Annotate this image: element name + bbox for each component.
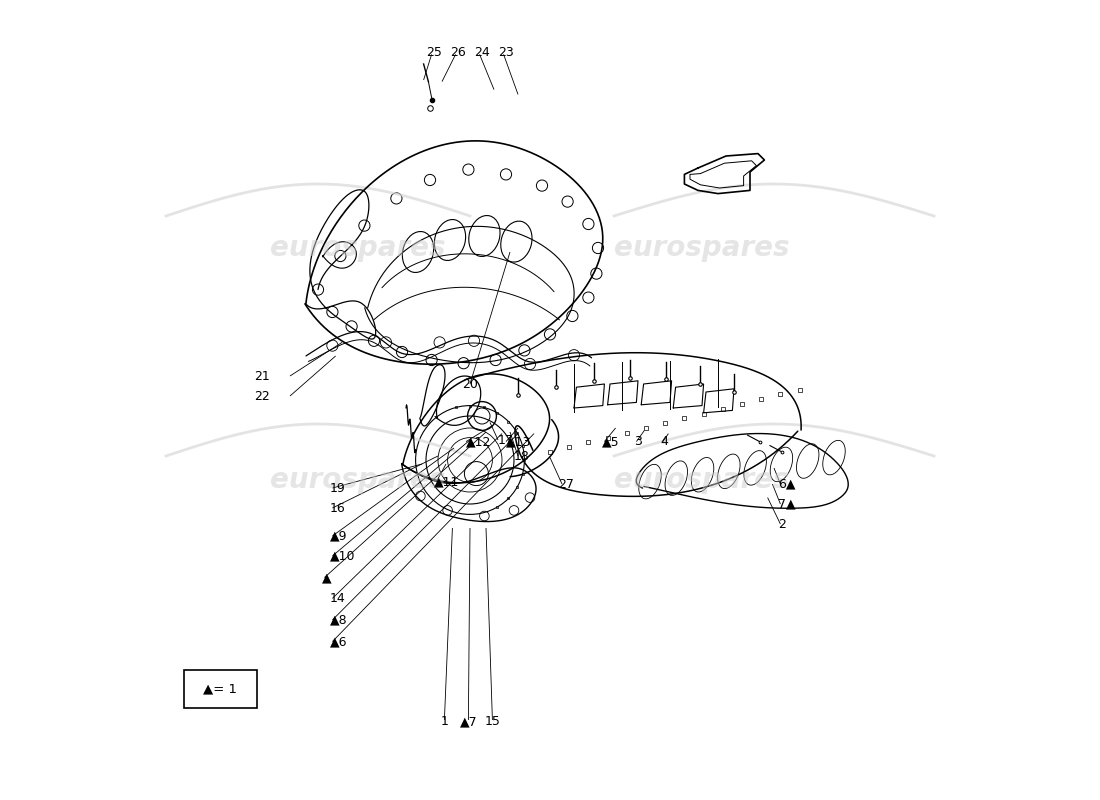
Text: 7▲: 7▲ [778, 498, 795, 510]
Text: 19: 19 [330, 482, 345, 494]
Text: ▲13: ▲13 [506, 435, 531, 448]
Text: 27: 27 [558, 478, 574, 490]
Text: 4: 4 [660, 435, 669, 448]
Text: ▲12: ▲12 [466, 435, 492, 448]
Text: ▲7: ▲7 [460, 715, 477, 728]
Text: ▲= 1: ▲= 1 [204, 682, 238, 695]
Text: 17: 17 [498, 434, 514, 446]
Text: eurospares: eurospares [270, 234, 446, 262]
Text: eurospares: eurospares [270, 466, 446, 494]
Text: 1: 1 [440, 715, 449, 728]
Text: ▲8: ▲8 [330, 614, 348, 626]
Text: 25: 25 [426, 46, 442, 58]
Bar [184, 670, 257, 708]
Text: ▲5: ▲5 [602, 435, 619, 448]
Text: 24: 24 [474, 46, 490, 58]
Text: ▲11: ▲11 [434, 475, 460, 488]
Text: ▲: ▲ [322, 571, 331, 584]
Text: 6▲: 6▲ [778, 478, 795, 490]
Text: eurospares: eurospares [614, 234, 790, 262]
Text: 21: 21 [254, 370, 270, 382]
Text: ▲10: ▲10 [330, 550, 355, 562]
Text: 14: 14 [330, 592, 345, 605]
Text: 3: 3 [634, 435, 642, 448]
Text: 2: 2 [778, 518, 785, 530]
Text: 23: 23 [498, 46, 514, 58]
Text: ▲9: ▲9 [330, 530, 348, 542]
Text: eurospares: eurospares [614, 466, 790, 494]
Text: 16: 16 [330, 502, 345, 514]
Text: 22: 22 [254, 390, 270, 402]
Text: 20: 20 [462, 378, 477, 390]
Text: 26: 26 [450, 46, 466, 58]
Text: ▲6: ▲6 [330, 635, 348, 648]
Text: 18: 18 [514, 450, 530, 462]
Text: 15: 15 [484, 715, 500, 728]
